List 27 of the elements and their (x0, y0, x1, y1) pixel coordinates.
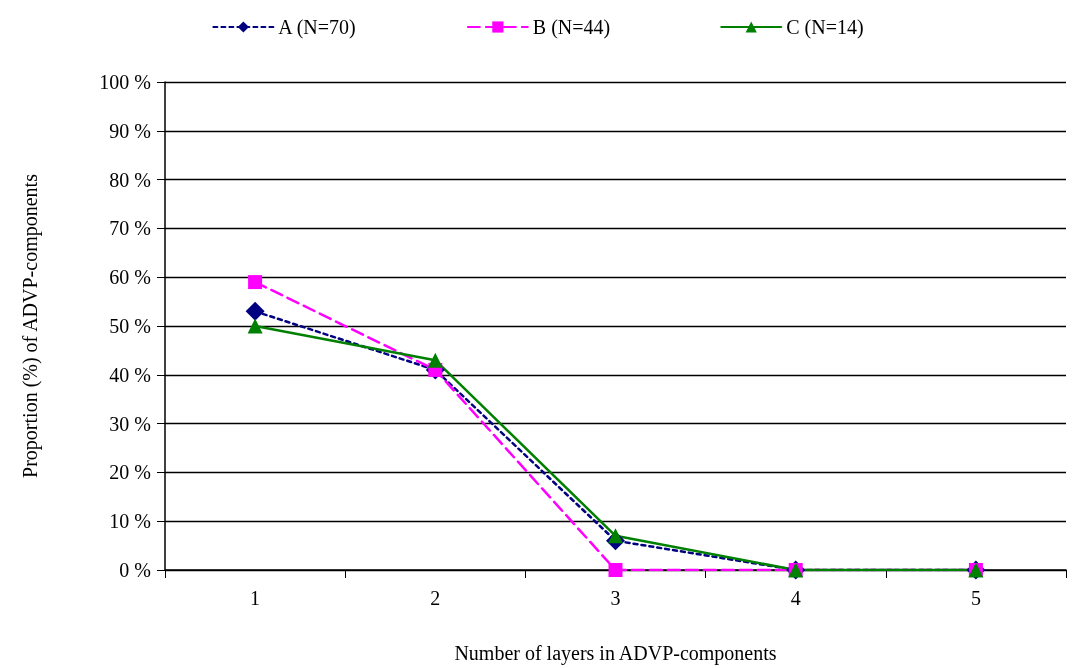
y-tick-label: 40 % (109, 363, 151, 386)
y-tick-label: 20 % (109, 461, 151, 484)
x-tick-label: 5 (970, 587, 981, 609)
x-tick-label: 3 (610, 587, 621, 609)
y-tick-label: 30 % (109, 412, 151, 435)
point (248, 275, 263, 290)
y-tick-label: 90 % (109, 119, 151, 142)
point (427, 352, 443, 368)
y-tick-label: 50 % (109, 315, 151, 337)
y-tick-label: 60 % (109, 266, 151, 289)
y-axis-title: Proportion (%) of ADVP-components (19, 173, 42, 478)
y-tick-label: 0 % (119, 559, 151, 581)
legend-label: A (N=70) (278, 16, 356, 39)
y-tick-label: 70 % (109, 217, 151, 240)
legend-label: C (N=14) (786, 16, 864, 39)
legend-label: B (N=44) (532, 16, 611, 39)
point (247, 318, 263, 334)
point (608, 528, 623, 544)
y-tick-label: 10 % (109, 510, 151, 533)
x-axis-title: Number of layers in ADVP-components (454, 642, 777, 665)
y-tick-label: 80 % (109, 168, 151, 191)
point (608, 563, 623, 577)
x-tick-label: 4 (790, 587, 801, 609)
x-tick-label: 1 (250, 587, 261, 609)
x-tick-label: 2 (430, 587, 441, 609)
y-tick-label: 100 % (99, 71, 151, 93)
point (245, 301, 265, 321)
